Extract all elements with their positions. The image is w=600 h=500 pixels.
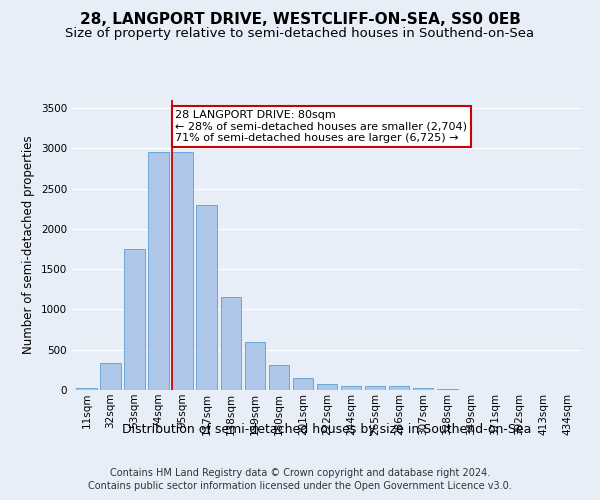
Bar: [413, 388, 433, 390]
Text: Distribution of semi-detached houses by size in Southend-on-Sea: Distribution of semi-detached houses by …: [122, 422, 532, 436]
Bar: [196, 204, 217, 390]
Text: Contains public sector information licensed under the Open Government Licence v3: Contains public sector information licen…: [88, 481, 512, 491]
Bar: [100, 364, 121, 390]
Bar: [221, 296, 241, 390]
Bar: [76, 388, 97, 390]
Text: 28 LANGPORT DRIVE: 80sqm
← 28% of semi-detached houses are smaller (2,704)
71% o: 28 LANGPORT DRIVE: 80sqm ← 28% of semi-d…: [175, 110, 467, 143]
Bar: [245, 342, 265, 390]
Bar: [124, 249, 145, 390]
Bar: [172, 152, 193, 390]
Bar: [269, 366, 289, 390]
Text: Contains HM Land Registry data © Crown copyright and database right 2024.: Contains HM Land Registry data © Crown c…: [110, 468, 490, 477]
Bar: [317, 384, 337, 390]
Text: Size of property relative to semi-detached houses in Southend-on-Sea: Size of property relative to semi-detach…: [65, 28, 535, 40]
Bar: [341, 386, 361, 390]
Bar: [437, 389, 458, 390]
Y-axis label: Number of semi-detached properties: Number of semi-detached properties: [22, 136, 35, 354]
Text: 28, LANGPORT DRIVE, WESTCLIFF-ON-SEA, SS0 0EB: 28, LANGPORT DRIVE, WESTCLIFF-ON-SEA, SS…: [80, 12, 520, 28]
Bar: [389, 386, 409, 390]
Bar: [365, 386, 385, 390]
Bar: [148, 152, 169, 390]
Bar: [293, 378, 313, 390]
